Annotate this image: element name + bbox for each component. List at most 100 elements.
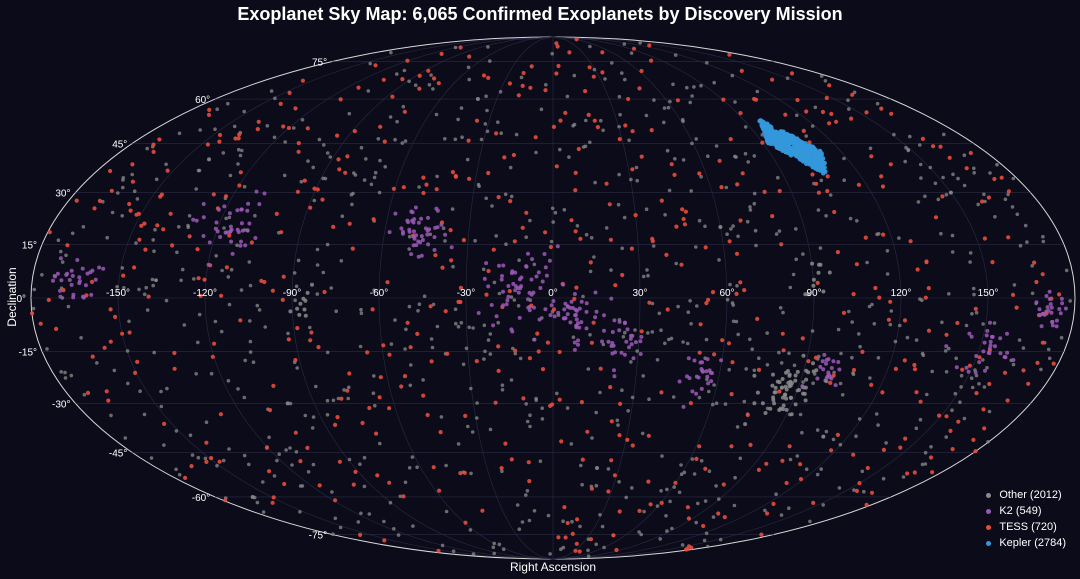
data-point <box>806 359 811 364</box>
data-point <box>988 320 992 325</box>
data-point <box>525 489 530 493</box>
data-point <box>159 404 164 409</box>
dec-tick-label: 60° <box>195 95 210 106</box>
data-point <box>527 518 532 523</box>
data-point <box>267 435 271 440</box>
data-point <box>639 68 644 74</box>
data-point <box>578 236 583 241</box>
data-point <box>646 273 650 278</box>
data-point <box>570 519 574 524</box>
data-point <box>248 339 253 344</box>
data-point <box>1049 305 1054 310</box>
data-point <box>336 396 341 401</box>
data-point <box>813 105 818 110</box>
data-point <box>820 109 826 115</box>
data-point <box>292 271 297 275</box>
data-point <box>977 355 982 360</box>
data-point <box>801 252 805 256</box>
data-point <box>699 174 703 179</box>
data-point <box>703 499 708 503</box>
data-point <box>382 519 386 524</box>
data-point <box>783 112 788 117</box>
data-point <box>658 537 662 541</box>
data-point <box>59 249 63 254</box>
data-point <box>551 220 555 224</box>
data-point <box>686 544 692 549</box>
data-point <box>298 301 303 306</box>
data-point <box>428 232 433 237</box>
data-point <box>818 246 823 250</box>
data-point <box>82 392 87 397</box>
data-point <box>610 341 615 345</box>
data-point <box>216 207 221 212</box>
data-point <box>600 339 604 344</box>
data-point <box>261 510 266 514</box>
data-point <box>794 227 798 231</box>
data-point <box>70 273 75 278</box>
gridline-ra <box>204 36 554 560</box>
data-point <box>284 448 288 452</box>
data-point <box>305 290 310 295</box>
data-point <box>779 242 784 247</box>
data-point <box>998 351 1003 356</box>
data-point <box>223 194 229 199</box>
data-point <box>406 220 410 225</box>
data-point <box>786 144 791 150</box>
data-point <box>699 367 704 371</box>
data-point <box>721 97 726 102</box>
data-point <box>302 178 307 183</box>
data-point <box>509 295 514 299</box>
data-point <box>880 390 885 395</box>
data-point <box>1010 292 1016 297</box>
data-point <box>854 488 860 493</box>
data-point <box>347 371 352 376</box>
data-point <box>308 205 313 210</box>
tick-labels: -150° -120° -90° -60° -30° 0° 30° 60° 90° 120° 150… <box>16 58 998 542</box>
data-point <box>1037 307 1042 312</box>
data-point <box>599 118 603 123</box>
data-point <box>419 253 424 258</box>
data-point <box>445 351 450 356</box>
data-point <box>340 214 345 218</box>
data-point <box>972 171 976 175</box>
data-point <box>788 457 793 462</box>
data-point <box>320 197 325 202</box>
data-point <box>411 234 416 239</box>
data-point <box>543 88 548 93</box>
data-point <box>868 146 873 151</box>
data-point <box>781 348 786 353</box>
data-point <box>345 154 350 159</box>
data-point <box>955 320 960 326</box>
data-point <box>625 437 630 442</box>
data-point <box>552 314 557 319</box>
data-point <box>893 339 898 344</box>
data-point <box>69 268 74 273</box>
data-point <box>191 217 196 222</box>
data-point <box>787 444 792 449</box>
data-point <box>616 423 620 427</box>
data-point <box>501 289 505 294</box>
data-point <box>358 344 363 349</box>
data-point <box>574 541 579 546</box>
data-point <box>885 272 890 276</box>
data-point <box>718 537 723 542</box>
data-point <box>623 320 627 325</box>
data-point <box>58 256 63 261</box>
data-point <box>967 363 973 368</box>
data-point <box>513 284 518 289</box>
data-point <box>101 266 106 271</box>
data-point <box>697 350 702 355</box>
data-point <box>106 398 111 403</box>
data-point <box>396 533 401 537</box>
data-point <box>83 283 88 288</box>
data-point <box>412 229 416 234</box>
data-point <box>403 139 408 143</box>
data-point <box>983 368 987 373</box>
data-point <box>294 284 299 289</box>
data-point <box>629 342 634 347</box>
data-point <box>121 273 126 278</box>
data-point <box>540 367 546 372</box>
data-point <box>427 83 432 87</box>
data-point <box>1014 305 1019 310</box>
data-point <box>692 358 697 363</box>
